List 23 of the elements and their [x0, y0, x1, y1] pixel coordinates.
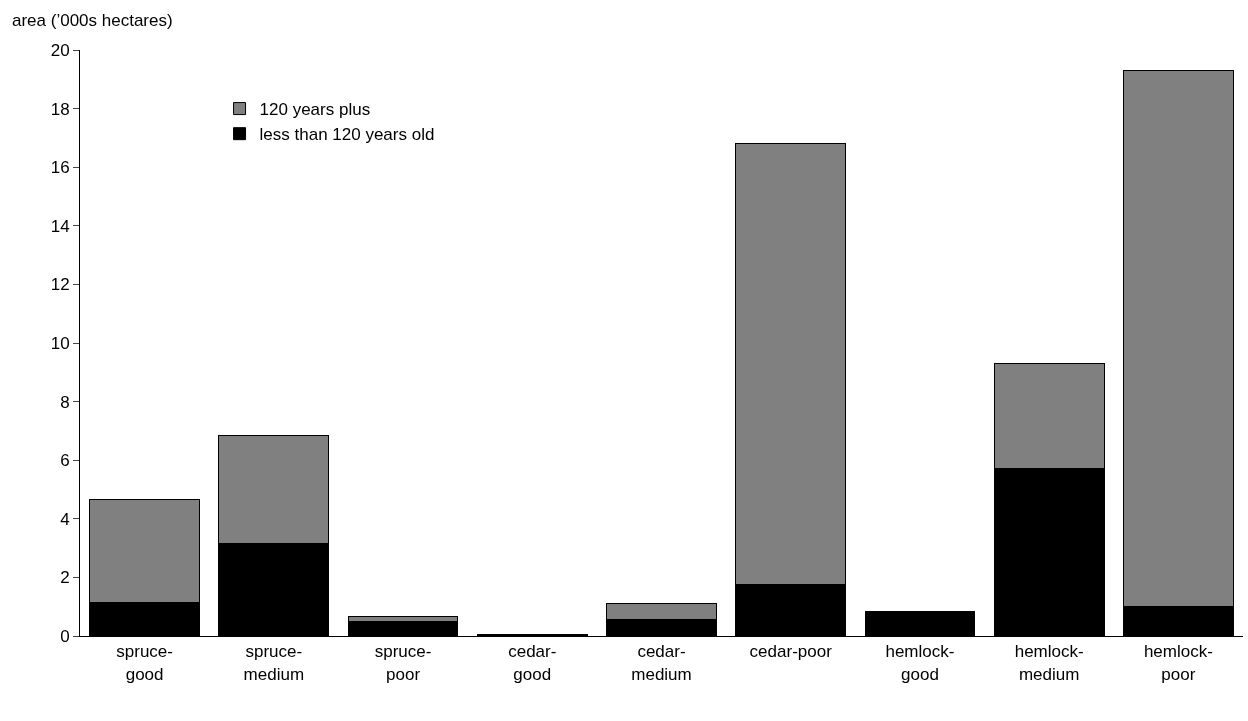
x-tick-label: spruce- poor [374, 642, 432, 684]
x-tick-label: hemlock- poor [1143, 642, 1213, 684]
x-tick-label: spruce- good [116, 642, 173, 684]
x-tick-label: cedar-poor [749, 642, 833, 662]
y-tick-label: 18 [50, 99, 70, 119]
y-tick-label: 20 [50, 40, 70, 60]
x-tick-label: hemlock- medium [1014, 642, 1084, 684]
y-tick-label: 6 [60, 451, 70, 471]
y-tick-label: 10 [50, 333, 70, 353]
y-tick-label: 0 [60, 626, 70, 646]
x-tick-label: spruce- medium [243, 642, 305, 684]
y-tick-label: 16 [50, 158, 70, 178]
y-tick-label: 2 [60, 568, 70, 588]
x-tick-label: hemlock- good [885, 642, 955, 684]
y-tick-label: 4 [60, 509, 70, 529]
y-tick-label: 12 [50, 275, 70, 295]
x-tick-label: cedar- medium [631, 642, 692, 684]
y-tick-label: 8 [60, 392, 70, 412]
y-tick-label: 14 [50, 216, 70, 236]
legend-label: less than 120 years old [259, 125, 435, 145]
legend-label: 120 years plus [259, 100, 371, 120]
y-axis-title: area (’000s hectares) [12, 11, 173, 30]
x-tick-label: cedar- good [508, 642, 557, 684]
